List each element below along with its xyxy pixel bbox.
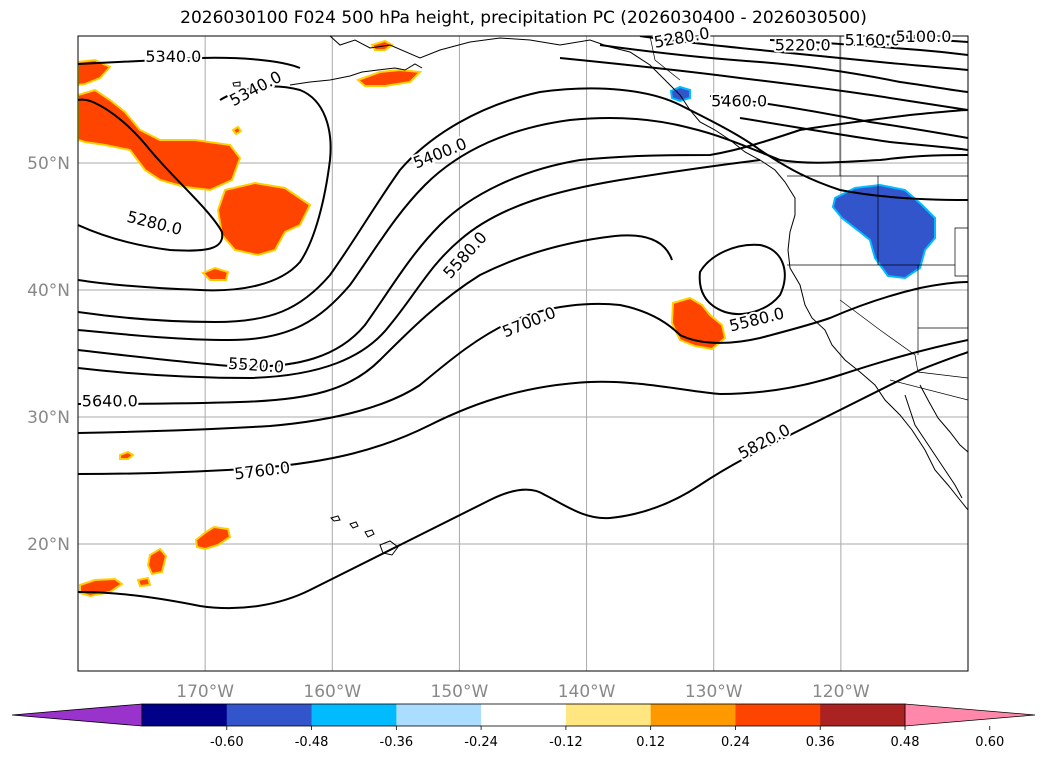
colorbar-swatch [142, 704, 228, 726]
y-tick-label: 30°N [27, 408, 70, 428]
precip-region-hawaii-5 [119, 450, 135, 460]
colorbar-swatch [226, 704, 313, 726]
island-nw [232, 81, 241, 87]
hawaii-kauai [330, 515, 341, 522]
colorbar-tick-label: 0.24 [721, 735, 750, 750]
colorbar-swatch [396, 704, 482, 726]
contour-label: 5160.0 [845, 31, 901, 50]
x-tick-label: 150°W [431, 682, 489, 702]
x-tick-label: 160°W [303, 682, 361, 702]
precip-region-bering [78, 88, 242, 192]
hawaii-oahu [349, 521, 359, 529]
colorbar-tick-label: -0.48 [295, 735, 329, 750]
precip-negative-regions [669, 85, 936, 280]
border-state-box [954, 227, 968, 277]
contour-5340-north [78, 56, 301, 69]
contour-label: 5640.0 [82, 391, 138, 410]
precip-region-hawaii-1 [194, 525, 232, 551]
colorbar-tick-label: 0.48 [891, 735, 920, 750]
colorbar-tick-label: 0.60 [975, 735, 1004, 750]
colorbar-swatch [650, 704, 736, 726]
colorbar-frame [141, 703, 906, 727]
colorbar-swatch [565, 704, 652, 726]
coastline-alaska-south [329, 36, 968, 511]
contour-5640 [78, 234, 673, 405]
colorbar-tick-label: -0.12 [549, 735, 583, 750]
precip-region-tiny [231, 125, 243, 136]
coastline-gulf-california [919, 384, 968, 453]
x-tick-label: 170°W [176, 682, 234, 702]
contour-5580-closed [698, 243, 786, 316]
contour-north-6 [709, 95, 968, 139]
colorbar-tick-label: -0.60 [210, 735, 244, 750]
precip-region-alaska-coast [356, 68, 423, 87]
hawaii-big-island [379, 540, 399, 556]
contour-label: 5220.0 [775, 36, 831, 55]
contour-north-7 [739, 117, 968, 151]
x-tick-label: 130°W [685, 682, 743, 702]
contour-5280-loop [78, 98, 224, 252]
contour-5520 [78, 109, 968, 368]
precip-region-alaska-coast-small [370, 39, 394, 51]
colorbar-extend-low [11, 703, 143, 727]
precip-region-aleutian-small [201, 266, 230, 281]
contour-north-4 [769, 39, 968, 56]
contour-label: 5520.0 [227, 354, 284, 377]
contour-north-2 [599, 44, 968, 93]
x-tick-label: 120°W [812, 682, 870, 702]
colorbar-tick-label: 0.36 [806, 735, 835, 750]
contour-north-5 [879, 36, 968, 43]
contour-north-1 [639, 36, 968, 71]
x-tick-label: 140°W [558, 682, 616, 702]
border-alaska-canada [649, 36, 681, 81]
contour-5580-west [78, 159, 761, 380]
colorbar-extend-high [904, 703, 1036, 727]
contour-5760 [78, 339, 968, 475]
hawaii-maui [364, 529, 375, 538]
map-frame [77, 35, 969, 672]
y-tick-label: 40°N [27, 281, 70, 301]
y-tick-label: 20°N [27, 535, 70, 555]
colorbar: -0.60 -0.48 -0.36 -0.24 -0.12 0.12 0.24 0.36 0.4… [11, 703, 1036, 750]
contour-5400 [78, 87, 968, 324]
colorbar-swatch [735, 704, 821, 726]
precip-region-bering-north [78, 58, 112, 87]
coastlines [232, 36, 968, 556]
precip-region-interior-northwest [831, 183, 936, 280]
contour-label: 5100.0 [896, 27, 952, 46]
colorbar-tick-label: -0.36 [380, 735, 414, 750]
contour-5460 [78, 117, 968, 342]
political-borders [649, 36, 968, 401]
colorbar-tick-label: -0.24 [464, 735, 498, 750]
contour-5340-loop [78, 85, 332, 292]
contour-5820 [78, 351, 968, 610]
map-area [78, 36, 968, 671]
precip-region-hawaii-2 [146, 547, 168, 576]
colorbar-swatch [481, 704, 567, 726]
y-tick-label: 50°N [27, 154, 70, 174]
border-mexico [889, 379, 968, 401]
chart-title: 2026030100 F024 500 hPa height, precipit… [180, 8, 867, 28]
contour-north-3 [559, 57, 968, 111]
contour-label: 5460.0 [711, 92, 767, 111]
colorbar-swatch [820, 704, 906, 726]
colorbar-swatch [311, 704, 397, 726]
precip-region-hawaii-4 [136, 576, 152, 588]
coastline-baja [904, 394, 963, 499]
contour-5700 [78, 281, 968, 434]
colorbar-tick-label: 0.12 [636, 735, 665, 750]
contour-label: 5340.0 [145, 47, 201, 66]
coastline-aleutian-chain [289, 63, 423, 86]
height-contours [78, 36, 968, 610]
border-state-3 [839, 299, 968, 379]
axis-tick-labels: 170°W 160°W 150°W 140°W 130°W 120°W 20°N 30°N 40… [27, 154, 870, 702]
